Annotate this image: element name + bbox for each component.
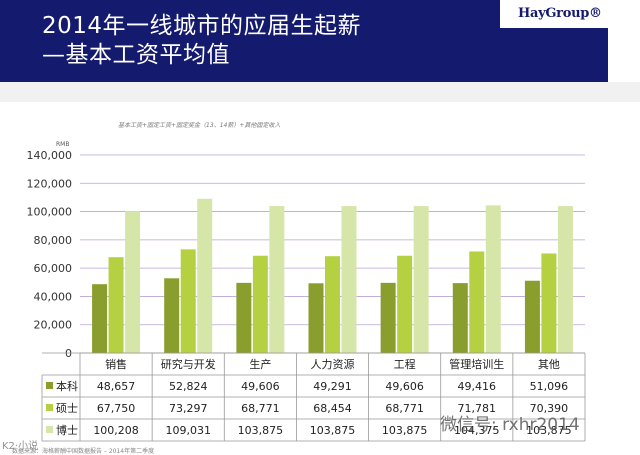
- source-footnote: 数据来源：海格薪酬中国数据报告 – 2014年第二季度: [12, 448, 155, 455]
- bar-2: [485, 205, 501, 353]
- data-label: 103,875: [238, 424, 284, 437]
- bar-2: [197, 198, 213, 353]
- corner-watermark: K2·小说: [2, 441, 39, 452]
- legend-label: 博士: [56, 424, 78, 437]
- data-label: 48,657: [97, 380, 136, 393]
- data-label: 49,606: [241, 380, 280, 393]
- data-label: 68,771: [241, 402, 280, 415]
- legend-swatch: [46, 382, 53, 389]
- data-label: 67,750: [97, 402, 136, 415]
- x-tick-label: 工程: [394, 358, 416, 371]
- bar-0: [524, 280, 540, 353]
- y-tick-label: 80,000: [34, 234, 73, 247]
- legend-swatch: [46, 404, 53, 411]
- x-tick-label: 生产: [249, 357, 271, 371]
- bar-2: [557, 206, 573, 353]
- y-tick-label: 100,000: [27, 206, 73, 219]
- bar-1: [325, 256, 340, 353]
- bar-0: [308, 283, 324, 353]
- title-line-2: —基本工资平均值: [42, 42, 230, 68]
- y-tick-label: 140,000: [27, 149, 73, 162]
- data-label: 70,390: [530, 402, 569, 415]
- bar-1: [108, 257, 124, 353]
- legend-label: 硕士: [56, 402, 78, 415]
- data-label: 104,375: [454, 424, 500, 437]
- data-label: 49,416: [458, 380, 497, 393]
- bar-2: [413, 206, 429, 353]
- x-tick-label: 人力资源: [311, 357, 355, 371]
- data-label: 68,454: [313, 402, 352, 415]
- haygroup-logo: HayGroup®: [518, 6, 602, 21]
- bar-1: [541, 253, 557, 353]
- y-tick-label: 20,000: [34, 319, 73, 332]
- bar-1: [252, 255, 268, 353]
- data-label: 52,824: [169, 380, 208, 393]
- data-label: 109,031: [165, 424, 211, 437]
- logo-box: [500, 0, 608, 28]
- bar-2: [269, 206, 285, 353]
- legend-label: 本科: [56, 379, 78, 393]
- data-label: 49,606: [385, 380, 424, 393]
- y-tick-label: 60,000: [34, 262, 73, 275]
- data-label: 73,297: [169, 402, 208, 415]
- legend-swatch: [46, 426, 53, 433]
- divider-strip: [0, 82, 640, 102]
- y-tick-label: 40,000: [34, 290, 73, 303]
- data-label: 68,771: [385, 402, 424, 415]
- data-label: 51,096: [530, 380, 569, 393]
- x-tick-label: 其他: [538, 358, 560, 371]
- x-tick-label: 研究与开发: [161, 357, 216, 371]
- bar-1: [180, 249, 196, 353]
- bar-2: [341, 206, 357, 353]
- title-line-1: 2014年一线城市的应届生起薪: [42, 13, 362, 39]
- data-label: 103,875: [526, 424, 572, 437]
- y-tick-label: 0: [65, 347, 72, 360]
- bar-0: [380, 282, 396, 353]
- wechat-watermark: 微信号: rxhr2014: [440, 415, 580, 435]
- y-unit-label: RMB: [56, 141, 69, 148]
- bar-0: [92, 284, 108, 353]
- data-label: 71,781: [458, 402, 497, 415]
- x-tick-label: 管理培训生: [449, 357, 504, 371]
- bar-0: [452, 283, 468, 353]
- data-label: 103,875: [310, 424, 356, 437]
- bar-1: [469, 251, 485, 353]
- bar-1: [397, 255, 413, 353]
- x-tick-label: 销售: [105, 357, 127, 371]
- y-tick-label: 120,000: [27, 177, 73, 190]
- bar-2: [125, 211, 141, 353]
- header: 2014年一线城市的应届生起薪 —基本工资平均值 HayGroup®: [0, 0, 640, 82]
- bar-0: [164, 278, 180, 353]
- chart-subtitle: 基本工资+固定工资+固定奖金（13、14薪）+其他固定收入: [118, 122, 281, 129]
- data-label: 103,875: [382, 424, 428, 437]
- page-title: 2014年一线城市的应届生起薪 —基本工资平均值: [42, 12, 361, 70]
- data-label: 100,208: [93, 424, 139, 437]
- data-label: 49,291: [313, 380, 352, 393]
- bar-0: [236, 282, 252, 353]
